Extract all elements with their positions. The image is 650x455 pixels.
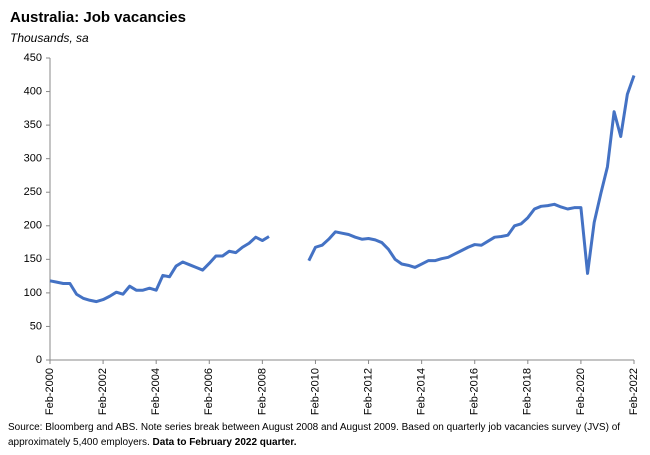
y-tick-label: 0: [36, 354, 42, 366]
x-tick-label: Feb-2012: [362, 368, 374, 415]
x-tick-label: Feb-2006: [203, 368, 215, 415]
y-tick-label: 300: [24, 153, 42, 165]
chart-title: Australia: Job vacancies: [10, 9, 186, 26]
source: Source: Bloomberg and ABS. Note series b…: [8, 422, 621, 448]
y-tick-label: 450: [24, 52, 42, 64]
chart-subtitle: Thousands, sa: [10, 31, 89, 45]
x-tick-label: Feb-2008: [256, 368, 268, 415]
y-tick-label: 350: [24, 119, 42, 131]
x-tick-label: Feb-2022: [628, 368, 640, 415]
x-tick-label: Feb-2014: [416, 368, 428, 415]
footnote: Source: Bloomberg and ABS. Note series b…: [8, 420, 644, 450]
data-line: [49, 74, 636, 304]
y-tick-label: 250: [24, 186, 42, 198]
x-tick-label: Feb-2002: [97, 368, 109, 415]
source-bold: Data to February 2022 quarter.: [152, 437, 297, 448]
y-tick-label: 200: [24, 220, 42, 232]
x-tick-label: Feb-2004: [150, 368, 162, 415]
y-tick-label: 50: [30, 320, 42, 332]
y-tick-label: 150: [24, 253, 42, 265]
x-tick-label: Feb-2010: [309, 368, 321, 415]
y-tick-label: 100: [24, 287, 42, 299]
x-tick-label: Feb-2016: [469, 368, 481, 415]
x-tick-label: Feb-2020: [575, 368, 587, 415]
footnote-box: Source: Bloomberg and ABS. Note series b…: [8, 420, 644, 450]
x-tick-label: Feb-2000: [44, 368, 56, 415]
y-tick-label: 400: [24, 85, 42, 97]
x-tick-label: Feb-2018: [522, 368, 534, 415]
